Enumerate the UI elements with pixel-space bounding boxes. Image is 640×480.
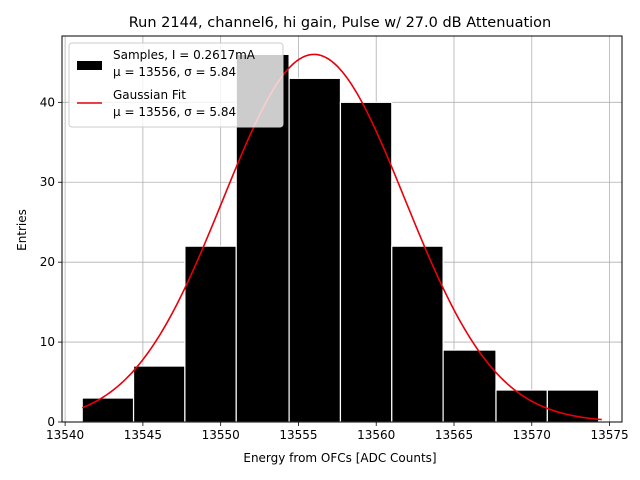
x-tick-label: 13540 — [46, 428, 84, 442]
histogram-bar — [288, 77, 342, 423]
x-tick-label: 13565 — [435, 428, 473, 442]
legend-box — [68, 42, 284, 128]
legend-samples-stats: μ = 13556, σ = 5.84 — [113, 65, 236, 79]
histogram-bar — [132, 365, 186, 423]
legend: Samples, I = 0.2617mA μ = 13556, σ = 5.8… — [68, 42, 284, 128]
y-tick-label: 30 — [40, 175, 55, 189]
x-tick-label: 13555 — [279, 428, 317, 442]
y-axis-label: Entries — [15, 209, 29, 251]
legend-samples-label: Samples, I = 0.2617mA — [113, 48, 256, 62]
axis-ticks: 13540 13545 13550 13555 13560 13565 13570 13575… — [40, 95, 629, 442]
x-tick-label: 13550 — [202, 428, 240, 442]
histogram-bar — [442, 349, 497, 423]
chart-title: Run 2144, channel6, hi gain, Pulse w/ 27… — [129, 15, 552, 31]
x-tick-label: 13575 — [590, 428, 628, 442]
y-tick-label: 20 — [40, 255, 55, 269]
legend-fit-stats: μ = 13556, σ = 5.84 — [113, 105, 236, 119]
gaussian-fit-curve — [81, 53, 602, 421]
histogram-bar — [546, 389, 600, 423]
histogram-bar — [339, 101, 393, 423]
y-tick-label: 0 — [47, 415, 55, 429]
y-tick-label: 10 — [40, 335, 55, 349]
x-tick-label: 13570 — [513, 428, 551, 442]
x-tick-label: 13560 — [357, 428, 395, 442]
legend-fit-label: Gaussian Fit — [113, 88, 186, 102]
legend-samples-swatch — [77, 61, 102, 70]
histogram-bar — [81, 397, 135, 423]
plot-frame — [61, 35, 623, 423]
x-tick-label: 13545 — [124, 428, 162, 442]
y-tick-label: 40 — [40, 95, 55, 109]
histogram-bar — [184, 245, 237, 423]
x-axis-label: Energy from OFCs [ADC Counts] — [243, 451, 436, 465]
